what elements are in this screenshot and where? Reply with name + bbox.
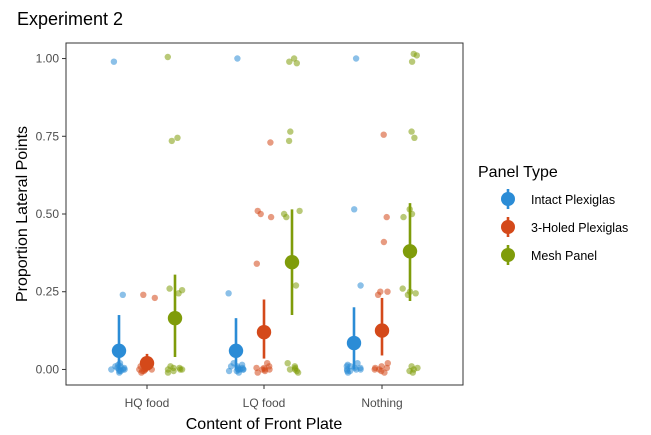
mean-point bbox=[374, 323, 390, 338]
data-point bbox=[257, 210, 264, 218]
data-point bbox=[351, 206, 358, 213]
mean-point bbox=[167, 310, 183, 326]
x-tick-label: Nothing bbox=[361, 396, 402, 410]
legend-label: Mesh Panel bbox=[531, 249, 597, 263]
jitter-points bbox=[108, 50, 421, 376]
data-point bbox=[260, 364, 268, 372]
data-point bbox=[293, 60, 300, 67]
legend-title: Panel Type bbox=[478, 164, 558, 181]
summary-markers bbox=[111, 203, 418, 371]
data-point bbox=[380, 131, 387, 138]
data-point bbox=[352, 55, 360, 62]
data-point bbox=[175, 290, 182, 297]
data-point bbox=[254, 369, 261, 376]
data-point bbox=[408, 128, 415, 135]
y-tick-label: 0.50 bbox=[36, 207, 60, 221]
data-point bbox=[296, 207, 303, 215]
y-axis: 0.00 0.25 0.50 0.75 1.00 bbox=[36, 52, 66, 376]
data-point bbox=[371, 366, 378, 373]
data-point bbox=[225, 367, 233, 375]
x-tick-label: LQ food bbox=[243, 396, 286, 410]
data-point bbox=[294, 369, 302, 376]
mean-point bbox=[284, 254, 300, 270]
data-point bbox=[164, 369, 172, 376]
data-point bbox=[286, 366, 294, 373]
data-point bbox=[286, 58, 293, 65]
data-point bbox=[119, 291, 127, 298]
data-point bbox=[292, 282, 300, 289]
data-point bbox=[170, 364, 177, 372]
data-point bbox=[413, 52, 420, 59]
data-point bbox=[168, 137, 175, 145]
y-tick-label: 0.25 bbox=[36, 285, 60, 299]
data-point bbox=[240, 366, 247, 373]
data-point bbox=[343, 363, 350, 370]
legend: Panel Type Intact Plexiglas 3-Holed Plexi… bbox=[478, 164, 628, 265]
y-tick-label: 1.00 bbox=[36, 52, 60, 66]
data-point bbox=[108, 366, 115, 373]
y-tick-label: 0.75 bbox=[36, 129, 60, 143]
mean-point bbox=[256, 324, 272, 340]
mean-point bbox=[228, 343, 244, 358]
data-point bbox=[383, 364, 391, 372]
data-point bbox=[121, 366, 128, 373]
data-point bbox=[234, 55, 241, 62]
data-point bbox=[284, 360, 291, 367]
data-point bbox=[283, 213, 290, 221]
data-point bbox=[151, 294, 158, 302]
x-tick-label: HQ food bbox=[125, 396, 170, 410]
legend-key-point bbox=[501, 248, 515, 262]
legend-items: Intact Plexiglas 3-Holed Plexiglas Mesh Pa… bbox=[501, 189, 628, 265]
data-point bbox=[383, 213, 390, 221]
mean-point bbox=[402, 244, 418, 259]
data-point bbox=[357, 366, 364, 373]
data-point bbox=[408, 58, 416, 65]
data-point bbox=[381, 369, 388, 376]
legend-key-point bbox=[501, 192, 515, 206]
data-point bbox=[174, 134, 181, 141]
data-point bbox=[140, 291, 147, 298]
data-point bbox=[225, 290, 232, 297]
mean-point bbox=[346, 335, 362, 351]
x-axis-title: Content of Front Plate bbox=[186, 416, 343, 433]
legend-label: Intact Plexiglas bbox=[531, 193, 615, 207]
data-point bbox=[164, 53, 171, 61]
mean-point bbox=[111, 343, 127, 358]
data-point bbox=[267, 139, 274, 146]
data-point bbox=[285, 137, 293, 145]
data-point bbox=[290, 55, 298, 62]
mean-point bbox=[139, 356, 155, 371]
data-point bbox=[354, 360, 361, 367]
data-point bbox=[357, 282, 364, 289]
data-point bbox=[374, 291, 382, 298]
y-tick-label: 0.00 bbox=[36, 362, 60, 376]
x-axis: HQ food LQ food Nothing bbox=[125, 385, 403, 410]
data-point bbox=[380, 238, 388, 246]
data-point bbox=[384, 288, 391, 295]
data-point bbox=[412, 290, 419, 297]
data-point bbox=[267, 213, 275, 221]
y-axis-title: Proportion Lateral Points bbox=[14, 126, 31, 302]
data-point bbox=[166, 285, 173, 292]
data-point bbox=[287, 128, 294, 135]
legend-key-point bbox=[501, 220, 515, 234]
legend-label: 3-Holed Plexiglas bbox=[531, 221, 628, 235]
chart-title: Experiment 2 bbox=[17, 9, 123, 29]
data-point bbox=[411, 134, 418, 141]
data-point bbox=[177, 366, 184, 373]
data-point bbox=[253, 260, 260, 267]
data-point bbox=[400, 213, 407, 221]
data-point bbox=[110, 58, 118, 65]
data-point bbox=[346, 367, 354, 375]
data-point bbox=[409, 369, 416, 376]
data-point bbox=[399, 285, 406, 292]
